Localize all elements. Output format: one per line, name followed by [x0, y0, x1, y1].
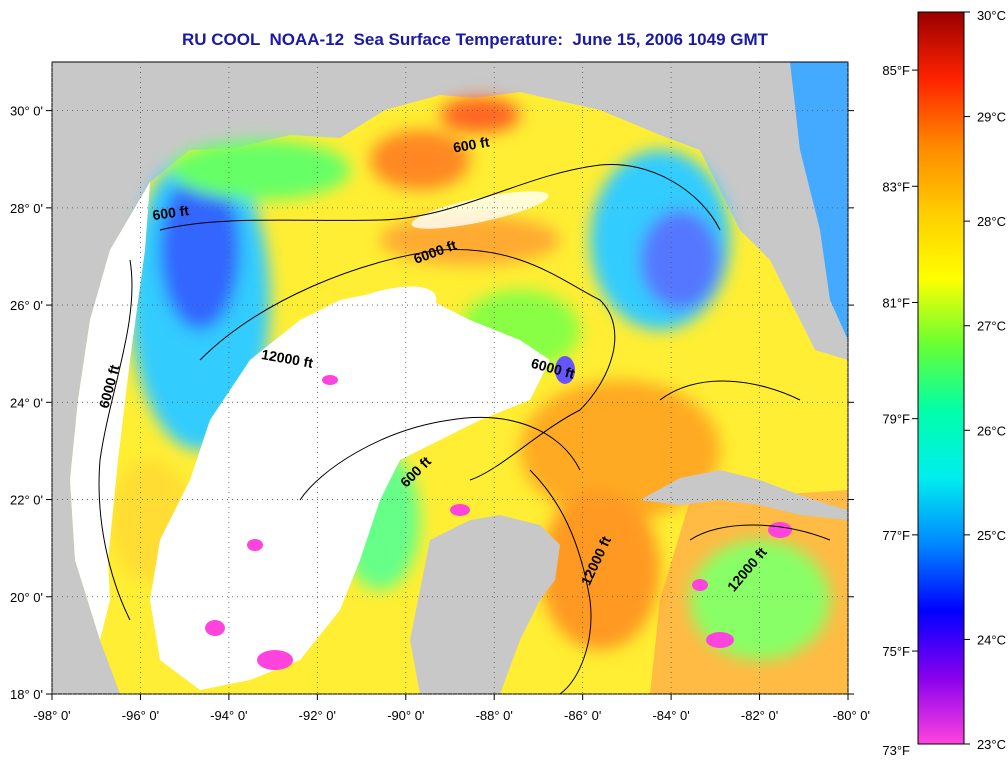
- lon-label: -98° 0': [33, 708, 70, 723]
- lon-label: -86° 0': [564, 708, 601, 723]
- lon-label: -82° 0': [741, 708, 778, 723]
- bathymetry-contours: [98, 163, 831, 694]
- colorbar-fahrenheit-labels: 85°F 83°F 81°F 79°F 77°F 75°F 73°F: [882, 63, 918, 758]
- lon-label: -92° 0': [299, 708, 336, 723]
- lat-label: 22° 0': [10, 493, 43, 508]
- colorbar-f-label: 75°F: [882, 644, 910, 659]
- colorbar-c-label: 26°C: [977, 423, 1006, 438]
- colorbar-c-label: 25°C: [977, 528, 1006, 543]
- colorbar-f-label: 85°F: [882, 63, 910, 78]
- depth-contour-label: 600 ft: [151, 202, 190, 223]
- colorbar-c-label: 23°C: [977, 737, 1006, 752]
- colorbar-c-label: 28°C: [977, 214, 1006, 229]
- cuba-land: [640, 470, 848, 520]
- lat-label: 30° 0': [10, 104, 43, 119]
- lat-label: 20° 0': [10, 590, 43, 605]
- lat-label: 24° 0': [10, 395, 43, 410]
- longitude-axis: -98° 0' -96° 0' -94° 0' -92° 0' -90° 0' -88° …: [33, 708, 870, 723]
- colorbar-f-label: 73°F: [882, 743, 910, 758]
- colorbar-f-label: 83°F: [882, 179, 910, 194]
- colorbar: [917, 11, 965, 745]
- graticule: [46, 62, 854, 700]
- map-title: RU COOL NOAA-12 Sea Surface Temperature:…: [181, 30, 769, 49]
- colorbar-c-label: 30°C: [977, 8, 1006, 23]
- lon-label: -96° 0': [122, 708, 159, 723]
- magenta-patches: [205, 356, 792, 670]
- cloud-streak: [411, 191, 549, 229]
- lon-label: -84° 0': [652, 708, 689, 723]
- depth-contour-label: 600 ft: [452, 133, 491, 155]
- lon-label: -88° 0': [476, 708, 513, 723]
- colorbar-celsius-labels: 30°C 29°C 28°C 27°C 26°C 25°C 24°C 23°C: [964, 8, 1006, 752]
- lon-label: -94° 0': [210, 708, 247, 723]
- map-plot-area: [52, 62, 848, 694]
- cloud-mask: [150, 290, 550, 690]
- colorbar-f-label: 77°F: [882, 528, 910, 543]
- atlantic-water: [790, 62, 848, 340]
- lat-label: 28° 0': [10, 201, 43, 216]
- latitude-axis: 30° 0' 28° 0' 26° 0' 24° 0' 22° 0' 20° 0' 18° …: [10, 104, 43, 702]
- colorbar-c-label: 24°C: [977, 632, 1006, 647]
- lat-label: 18° 0': [10, 687, 43, 702]
- colorbar-c-label: 29°C: [977, 110, 1006, 125]
- lon-label: -90° 0': [387, 708, 424, 723]
- colorbar-f-label: 79°F: [882, 412, 910, 427]
- lat-label: 26° 0': [10, 298, 43, 313]
- colorbar-f-label: 81°F: [882, 295, 910, 310]
- colorbar-c-label: 27°C: [977, 319, 1006, 334]
- lon-label: -80° 0': [833, 708, 870, 723]
- yucatan-land: [410, 515, 560, 694]
- cloud-streak: [303, 286, 437, 354]
